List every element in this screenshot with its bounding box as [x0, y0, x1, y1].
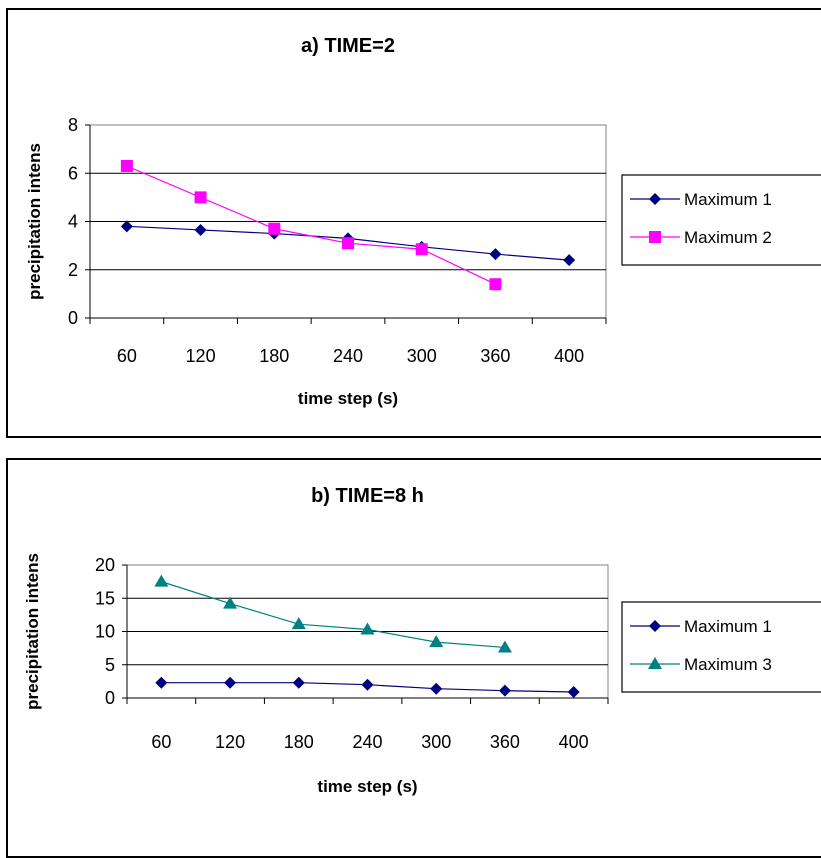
y-tick-label: 15 [95, 588, 115, 608]
y-axis-label: precipitation intens [23, 553, 42, 710]
y-tick-label: 4 [68, 212, 78, 232]
data-point [567, 686, 580, 699]
y-axis-label: precipitation intens [25, 143, 44, 300]
data-point [154, 574, 169, 587]
data-point [223, 596, 238, 609]
x-tick-label: 360 [480, 346, 510, 366]
series-line-2 [126, 165, 496, 285]
data-point [489, 248, 502, 261]
data-point [361, 678, 374, 691]
x-axis-label: time step (s) [317, 777, 417, 796]
y-tick-label: 10 [95, 622, 115, 642]
data-point [120, 220, 133, 233]
x-tick-label: 400 [554, 346, 584, 366]
data-point [292, 676, 305, 689]
legend-marker [649, 231, 661, 243]
legend-marker [648, 657, 662, 669]
chart-title: b) TIME=8 h [311, 485, 424, 507]
x-tick-label: 240 [333, 346, 363, 366]
data-point [268, 222, 281, 235]
legend-marker [649, 620, 661, 632]
chart-title: a) TIME=2 [301, 35, 395, 57]
x-tick-label: 60 [117, 346, 137, 366]
x-tick-label: 60 [151, 732, 171, 752]
data-point [563, 254, 576, 267]
x-tick-label: 300 [421, 732, 451, 752]
data-point [342, 237, 354, 250]
legend-box [621, 174, 821, 266]
legend-label: Maximum 1 [684, 617, 772, 636]
data-point [498, 684, 511, 697]
x-tick-label: 360 [490, 732, 520, 752]
x-tick-label: 400 [559, 732, 589, 752]
series-line-2 [161, 581, 505, 649]
data-point [429, 635, 444, 648]
x-axis-label: time step (s) [298, 389, 398, 408]
data-point [291, 617, 306, 630]
data-point [155, 676, 168, 689]
x-tick-label: 120 [186, 346, 216, 366]
data-point [120, 160, 133, 173]
x-tick-label: 120 [215, 732, 245, 752]
data-point [194, 223, 207, 236]
chart-a: a) TIME=2 0 2 4 6 8 60 120 180 240 300 360 400 time s… [25, 35, 821, 408]
data-point [489, 278, 502, 291]
x-tick-label: 300 [407, 346, 437, 366]
y-tick-label: 20 [95, 555, 115, 575]
x-tick-label: 180 [284, 732, 314, 752]
legend-label: Maximum 1 [684, 190, 772, 209]
legend-marker [649, 193, 661, 205]
data-point [415, 243, 428, 256]
y-tick-label: 0 [105, 688, 115, 708]
data-point [194, 191, 207, 204]
y-tick-label: 5 [105, 655, 115, 675]
data-point [497, 640, 512, 653]
x-tick-label: 240 [352, 732, 382, 752]
x-tick-label: 180 [259, 346, 289, 366]
y-tick-label: 6 [68, 163, 78, 183]
data-point [224, 676, 237, 689]
data-point [360, 622, 375, 635]
data-point [430, 682, 443, 695]
y-tick-label: 2 [68, 260, 78, 280]
y-tick-label: 8 [68, 115, 78, 135]
legend-label: Maximum 2 [684, 228, 772, 247]
y-tick-label: 0 [68, 308, 78, 328]
legend-box [621, 601, 821, 693]
legend-label: Maximum 3 [684, 655, 772, 674]
